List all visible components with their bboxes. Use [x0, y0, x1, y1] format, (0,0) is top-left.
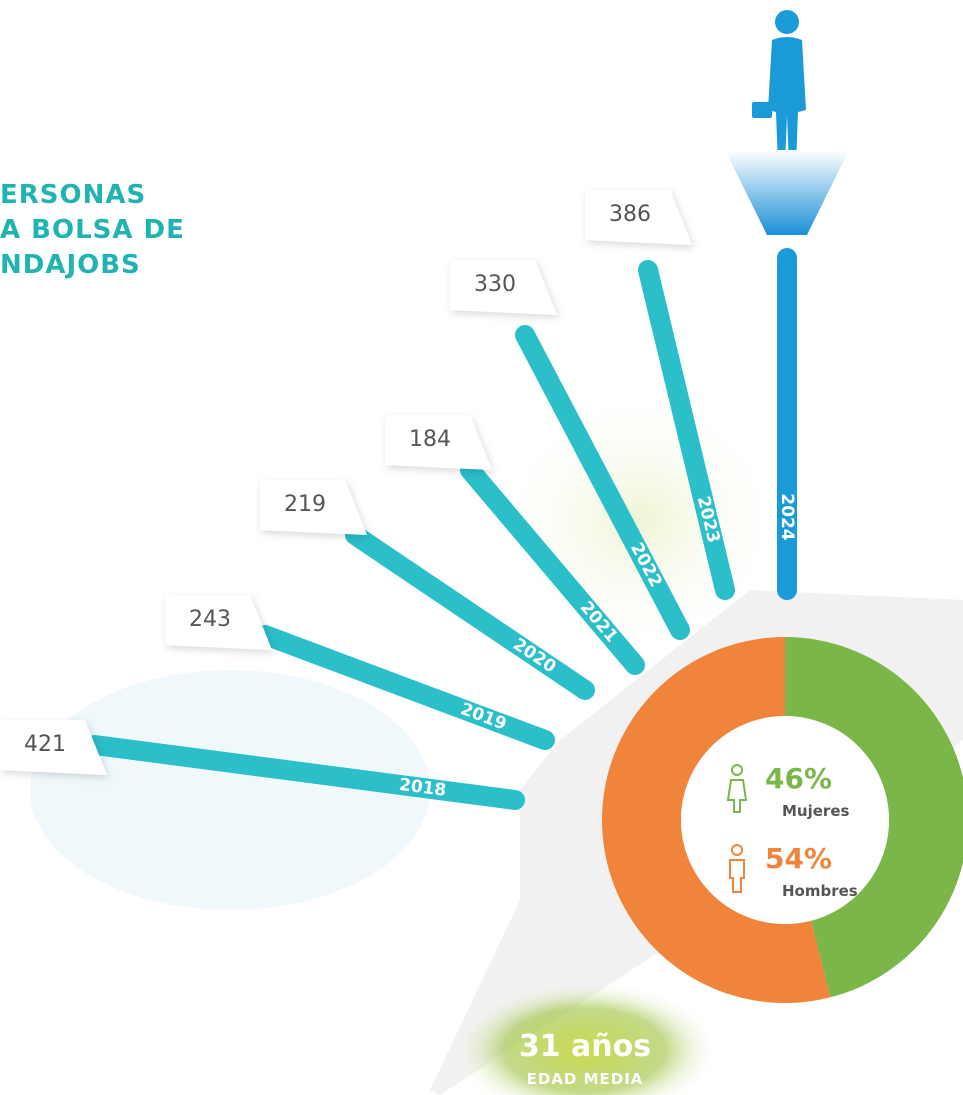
female-percent: 46% [765, 762, 832, 795]
count-label: 243 [189, 607, 231, 632]
age-value: 31 años [519, 1029, 651, 1064]
title-line: ERSONAS [0, 180, 146, 210]
count-label: 330 [474, 272, 516, 297]
title-line: NDAJOBS [0, 250, 141, 280]
year-label: 2024 [777, 493, 797, 540]
donut-center: 46% Mujeres 54% Hombres [681, 716, 889, 924]
year-label: 2020 [509, 634, 560, 677]
male-label: Hombres [782, 882, 858, 900]
age-label: EDAD MEDIA [527, 1070, 644, 1088]
page: {"title_lines":["ERSONAS","A BOLSA DE","… [0, 0, 963, 1095]
title: ERSONAS A BOLSA DE NDAJOBS [0, 180, 185, 280]
count-label: 184 [409, 427, 451, 452]
person-icon [725, 10, 849, 235]
male-percent: 54% [765, 842, 832, 875]
count-label: 421 [24, 732, 66, 757]
count-label: 386 [609, 202, 651, 227]
infographic: ERSONAS A BOLSA DE NDAJOBS 2018421201924… [0, 0, 963, 1095]
year-label: 2019 [458, 699, 509, 734]
title-line: A BOLSA DE [0, 215, 185, 245]
count-label: 219 [284, 492, 326, 517]
female-label: Mujeres [782, 802, 849, 820]
